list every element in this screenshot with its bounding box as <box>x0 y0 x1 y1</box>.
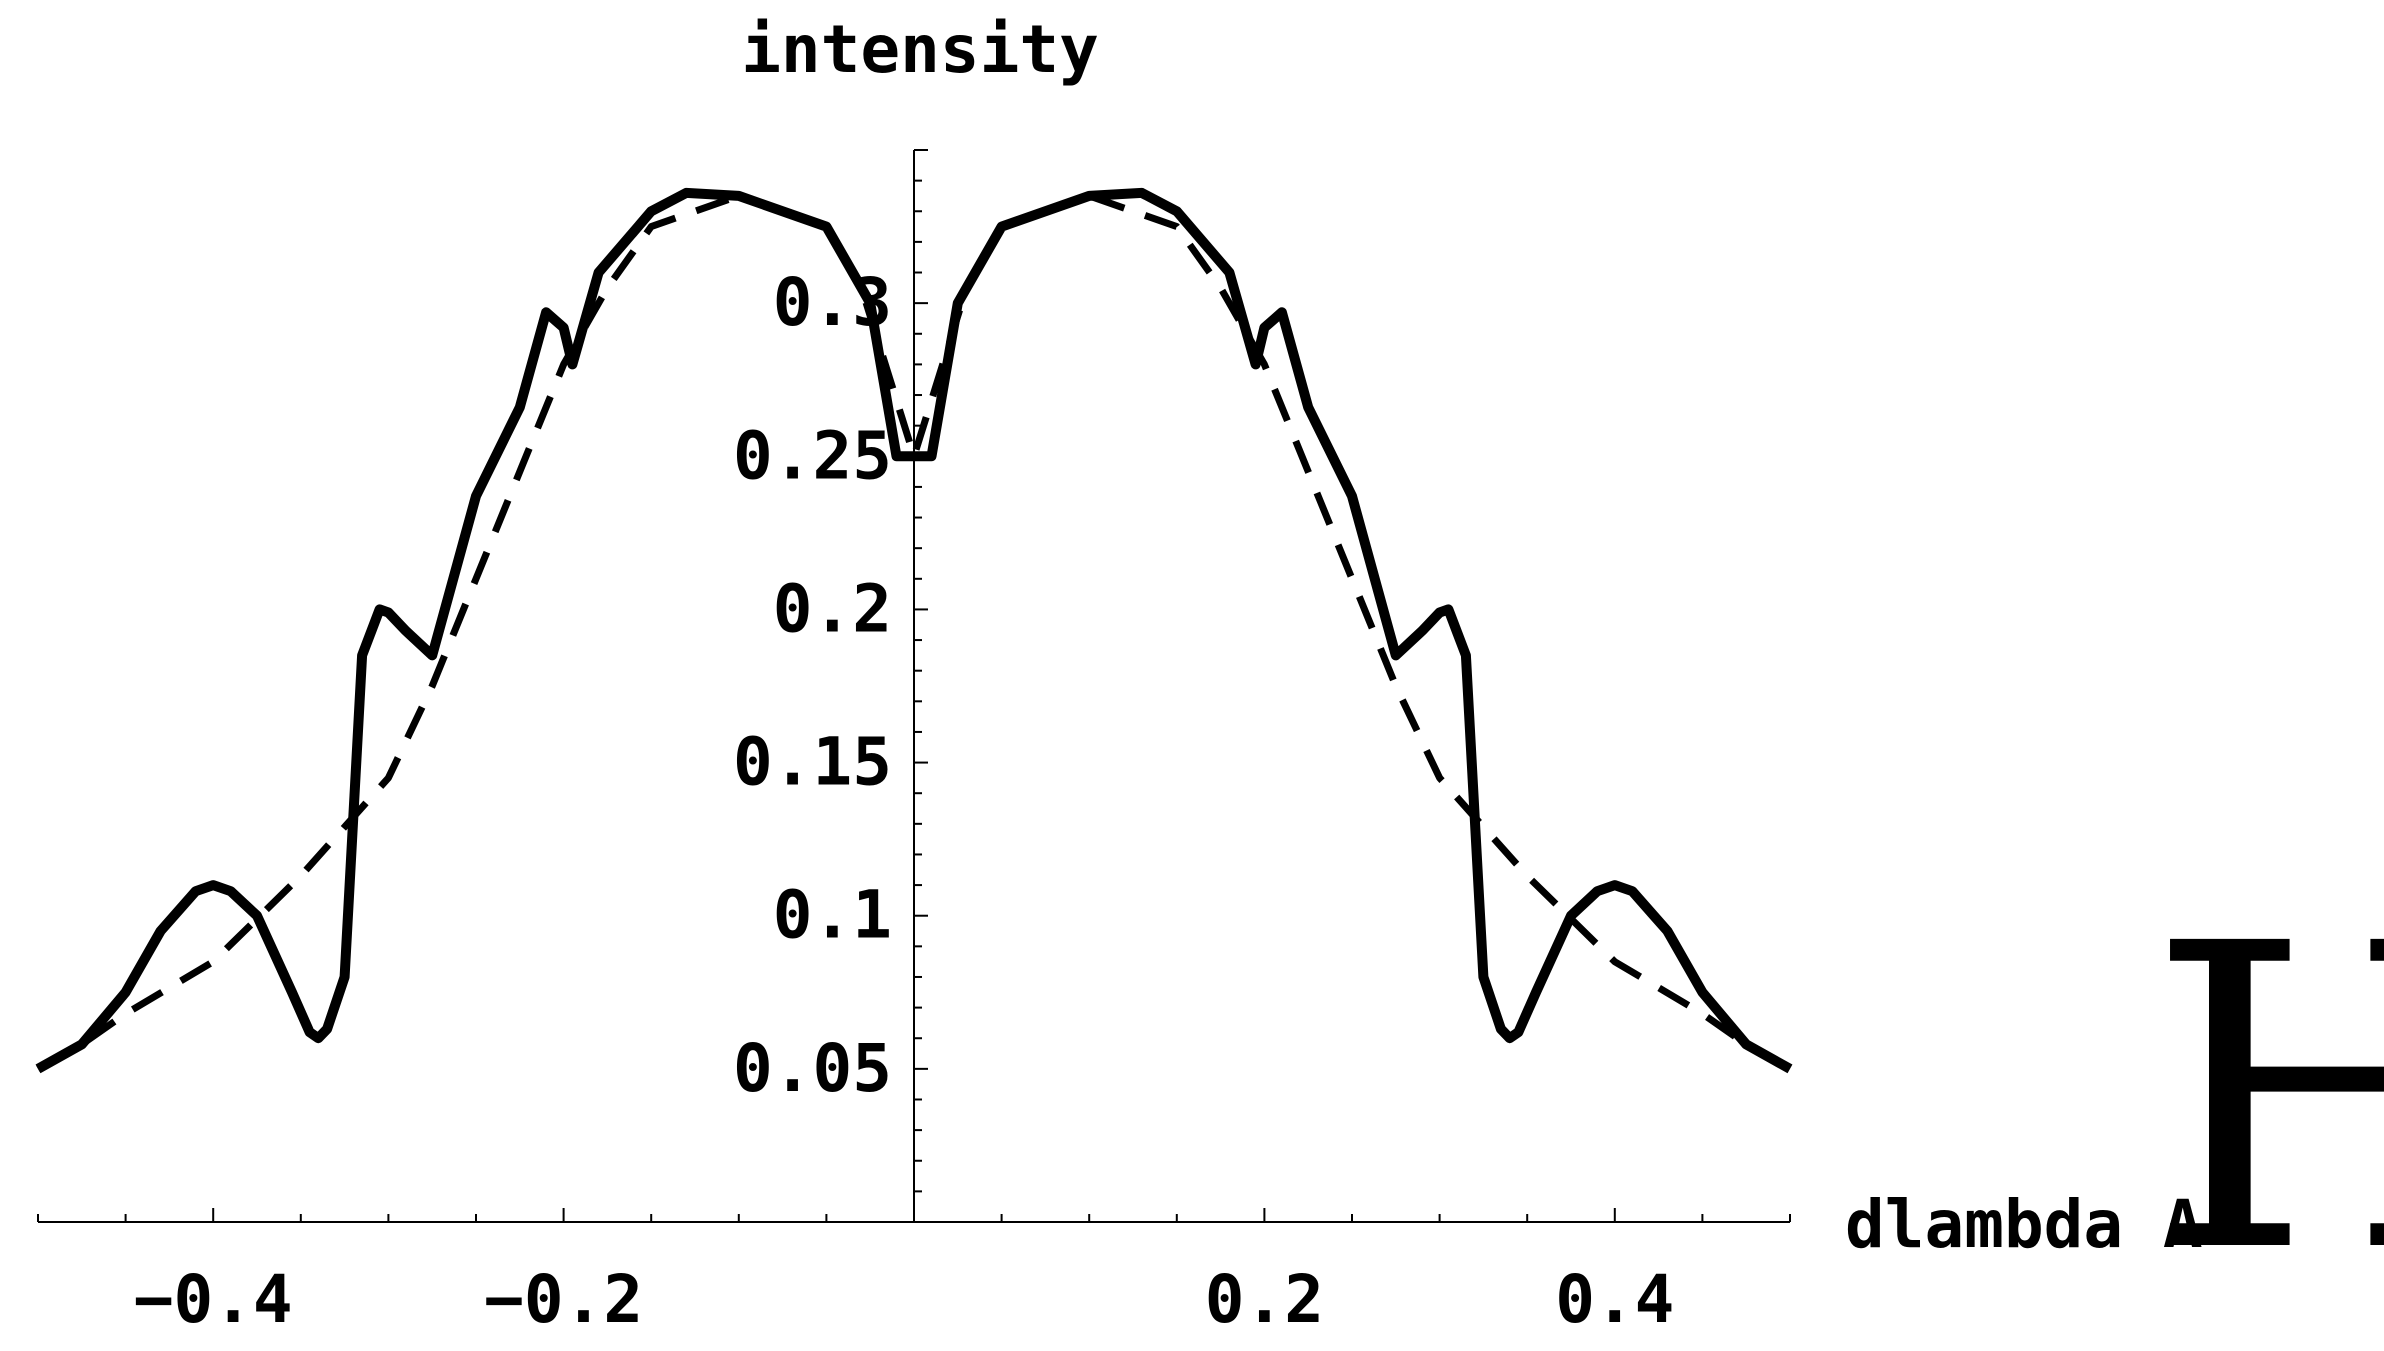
stray-glyph-text: H <box>2147 856 2384 1345</box>
x-tick-label: −0.4 <box>134 1261 293 1338</box>
y-axis-label: intensity <box>741 11 1099 88</box>
x-axis-label: dlambda A <box>1845 1186 2203 1263</box>
x-tick-label: −0.2 <box>484 1261 643 1338</box>
y-tick-label: 0.1 <box>773 877 892 954</box>
y-tick-label: 0.05 <box>733 1030 892 1107</box>
stray-glyph: H <box>2147 856 2384 1345</box>
y-tick-label: 0.25 <box>733 417 892 494</box>
x-tick-label: 0.4 <box>1555 1261 1674 1338</box>
axes <box>38 150 1790 1223</box>
series-solid-line <box>35 187 1793 1074</box>
y-tick-label: 0.15 <box>733 724 892 801</box>
y-tick-label: 0.2 <box>773 570 892 647</box>
series-layer <box>35 187 1793 1074</box>
tick-labels: −0.4 −0.2 0.2 0.40.050.10.150.20.250.3 <box>134 264 1675 1338</box>
series-dashed-line <box>36 192 1792 1072</box>
x-tick-label: 0.2 <box>1205 1261 1324 1338</box>
